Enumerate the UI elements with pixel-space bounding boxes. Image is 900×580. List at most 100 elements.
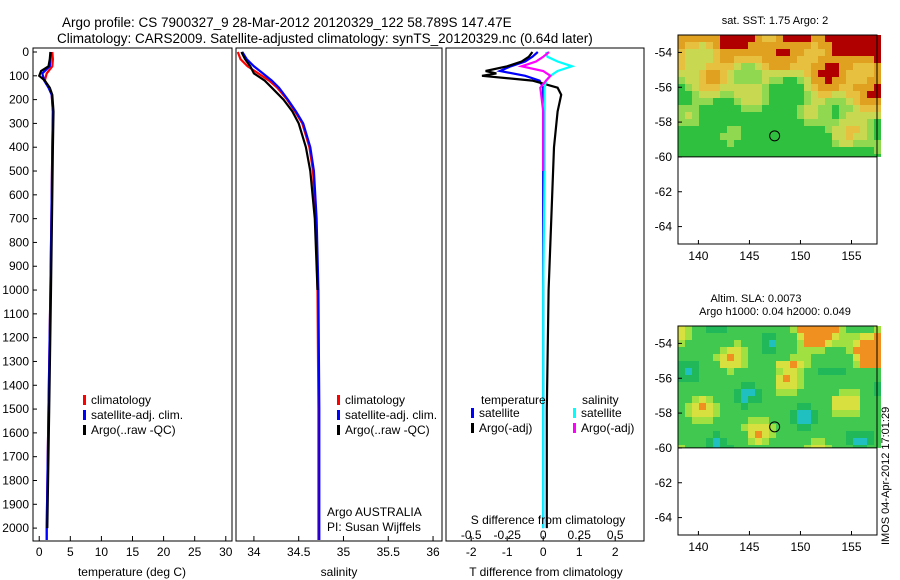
sst-map-cell xyxy=(867,91,874,98)
sla-map-cell xyxy=(734,340,741,347)
sst-map-cell xyxy=(762,140,769,147)
sst-map-cell xyxy=(713,154,720,157)
sla-map-cell xyxy=(734,326,741,333)
sst-map-cell xyxy=(762,112,769,119)
sst-map-cell xyxy=(776,154,783,157)
sla-map-cell xyxy=(685,438,692,445)
sst-map-cell xyxy=(727,42,734,49)
sla-map-cell xyxy=(706,361,713,368)
sst-map-cell xyxy=(818,140,825,147)
sst-map-cell xyxy=(811,49,818,56)
sst-map-cell xyxy=(734,63,741,70)
sst-map-cell xyxy=(699,147,706,154)
sla-map-cell xyxy=(678,326,685,333)
sla-map-cell xyxy=(853,354,860,361)
sla-map-cell xyxy=(699,431,706,438)
sst-map-cell xyxy=(839,63,846,70)
difference-x2tick-label: 0 xyxy=(540,528,547,542)
sla-map-ytick-label: -60 xyxy=(655,441,673,455)
sla-map-cell xyxy=(790,347,797,354)
sla-map-cell xyxy=(741,445,748,448)
sst-map-cell xyxy=(797,35,804,42)
sst-map-cell xyxy=(818,56,825,63)
sst-map-cell xyxy=(776,42,783,49)
sla-map-cell xyxy=(811,361,818,368)
sla-map-cell xyxy=(755,445,762,448)
sla-map-cell xyxy=(720,438,727,445)
sst-map-cell xyxy=(699,126,706,133)
sst-map-cell xyxy=(678,70,685,77)
sst-map-cell xyxy=(755,91,762,98)
sst-map-cell xyxy=(727,133,734,140)
sst-map-cell xyxy=(846,91,853,98)
sla-map-cell xyxy=(825,368,832,375)
sst-map-cell xyxy=(727,91,734,98)
difference-xtick-label: -1 xyxy=(502,545,513,559)
sla-map-cell xyxy=(727,340,734,347)
sst-map-cell xyxy=(727,119,734,126)
sla-map-cell xyxy=(713,389,720,396)
sst-map-cell xyxy=(685,84,692,91)
sla-map-cell xyxy=(825,431,832,438)
temperature-legend-swatch-2 xyxy=(83,425,86,435)
depth-tick-label: 800 xyxy=(9,235,29,249)
sla-map-cell xyxy=(692,438,699,445)
sla-map-cell xyxy=(720,382,727,389)
sla-map-cell xyxy=(860,389,867,396)
sst-map-cell xyxy=(685,35,692,42)
sst-map-cell xyxy=(741,119,748,126)
sst-map-cell xyxy=(720,126,727,133)
sst-map-cell xyxy=(699,133,706,140)
sla-map-cell xyxy=(741,340,748,347)
sst-map-cell xyxy=(832,147,839,154)
sst-map-cell xyxy=(867,133,874,140)
sst-map-ytick-label: -54 xyxy=(655,45,673,59)
difference-x2label: S difference from climatology xyxy=(471,513,626,527)
sla-map-cell xyxy=(860,410,867,417)
sst-map-cell xyxy=(853,112,860,119)
sst-map-cell xyxy=(692,119,699,126)
sst-map-cell xyxy=(755,35,762,42)
sla-map-cell xyxy=(853,361,860,368)
sst-map-cell xyxy=(699,105,706,112)
sst-map-cell xyxy=(762,126,769,133)
sla-map-cell xyxy=(769,403,776,410)
difference-panel: -2 -1 0 1 2 -0.5 -0.25 0 0.25 0.5 temperature sal… xyxy=(445,47,645,579)
sst-map-cell xyxy=(783,77,790,84)
sst-map-ytick-label: -62 xyxy=(655,185,673,199)
sla-map-cell xyxy=(867,340,874,347)
sla-map-cell xyxy=(720,326,727,333)
sst-map-cell xyxy=(839,140,846,147)
sla-map-cell xyxy=(804,389,811,396)
difference-temperature-legend-label-0: satellite xyxy=(479,406,520,420)
sla-map-cell xyxy=(755,368,762,375)
sst-map-cell xyxy=(734,77,741,84)
sst-map-cell xyxy=(706,35,713,42)
sst-map-cell xyxy=(734,42,741,49)
sst-map-cell xyxy=(797,70,804,77)
sla-map-cell xyxy=(867,347,874,354)
sst-map-cell xyxy=(804,98,811,105)
sla-map-cell xyxy=(790,445,797,448)
sla-map-cell xyxy=(867,375,874,382)
sst-map-cell xyxy=(706,84,713,91)
sla-map-cell xyxy=(685,396,692,403)
sla-map-cell xyxy=(727,368,734,375)
sst-map-cell xyxy=(790,119,797,126)
sst-map-frame xyxy=(677,34,878,245)
sla-map-cell xyxy=(734,410,741,417)
sla-map-cell xyxy=(804,333,811,340)
sst-map-cell xyxy=(769,77,776,84)
sst-map-cell xyxy=(685,147,692,154)
temperature-xlabel: temperature (deg C) xyxy=(78,565,186,579)
sst-map-cell xyxy=(839,119,846,126)
sst-map-cell xyxy=(839,49,846,56)
sla-map-cell xyxy=(720,396,727,403)
sst-map-cell xyxy=(678,42,685,49)
sst-map-cell xyxy=(797,126,804,133)
salinity-panel: 34 34.5 35 35.5 36 climatologysatellite-adj.… xyxy=(235,47,443,579)
sst-map-cell xyxy=(755,70,762,77)
difference-xtick-label: -2 xyxy=(466,545,477,559)
sst-map-cell xyxy=(797,56,804,63)
sla-map-cell xyxy=(853,368,860,375)
